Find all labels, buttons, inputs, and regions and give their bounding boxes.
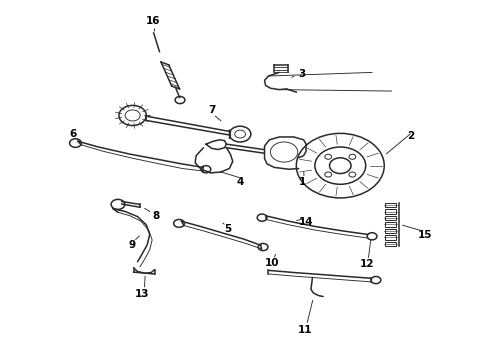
Text: 7: 7 [208,105,216,116]
Text: 1: 1 [299,177,306,187]
Text: 11: 11 [297,325,312,334]
Bar [385,203,396,207]
Text: 16: 16 [146,17,160,27]
Text: 6: 6 [70,130,76,139]
Text: 4: 4 [237,177,244,187]
Text: 10: 10 [265,258,279,268]
Text: 9: 9 [128,240,135,250]
Text: 15: 15 [417,230,432,239]
Bar [385,216,396,220]
Bar [385,242,396,246]
Bar [385,210,396,214]
Text: 5: 5 [224,225,231,234]
Text: 3: 3 [298,69,306,79]
Bar [385,235,396,239]
Text: 8: 8 [152,211,160,221]
Text: 12: 12 [360,259,374,269]
Text: 13: 13 [135,289,149,299]
Bar [385,222,396,226]
Text: 14: 14 [299,217,314,227]
Bar [385,229,396,233]
Text: 2: 2 [408,131,415,141]
